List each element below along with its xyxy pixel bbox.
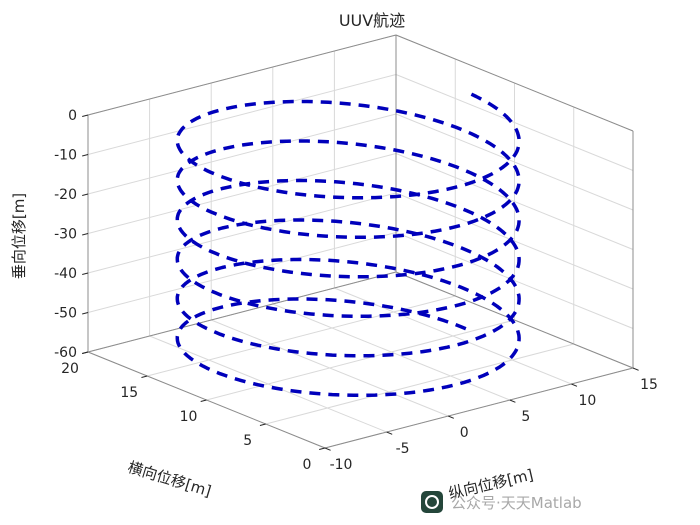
x-tick-mark (259, 423, 266, 426)
tick-label: 0 (303, 457, 312, 473)
x-tick-mark (319, 447, 326, 450)
grid-line (265, 343, 574, 425)
watermark-logo-icon (421, 491, 443, 513)
tick-label: -50 (54, 306, 77, 322)
tick-label: -10 (54, 148, 77, 164)
watermark-logo-glyph (425, 495, 439, 509)
grid-line (395, 113, 634, 211)
tick-label: 20 (61, 361, 79, 377)
grid-line (87, 192, 397, 274)
grid-line (87, 153, 397, 234)
y-tick-mark (571, 383, 578, 387)
grid-line (87, 74, 397, 155)
tick-label: 10 (578, 393, 596, 409)
y-tick-mark (509, 399, 516, 403)
tick-label: -10 (330, 457, 353, 473)
z-tick-mark (82, 114, 89, 117)
box-edge (87, 34, 397, 116)
y-tick-mark (448, 415, 454, 419)
uuv-trajectory-path (175, 92, 521, 398)
box-edge (395, 34, 634, 132)
z-tick-mark (82, 272, 89, 275)
x-tick-mark (141, 375, 148, 378)
z-tick-mark (82, 154, 89, 157)
y-tick-mark (386, 431, 393, 435)
box-edge (395, 271, 634, 369)
tick-label: 0 (68, 108, 77, 124)
tick-label: -60 (54, 345, 77, 361)
z-tick-mark (82, 233, 89, 236)
tick-label: -40 (54, 266, 77, 282)
grid-line (87, 113, 397, 195)
grid-line (272, 303, 510, 401)
grid-line (206, 319, 515, 401)
y-axis-line (324, 367, 634, 449)
tick-label: 15 (120, 385, 138, 401)
grid-line (147, 295, 456, 377)
x-axis-label: 横向位移[m] (126, 458, 214, 500)
watermark-text: 公众号·天天Matlab (451, 494, 582, 512)
grid-line (395, 192, 634, 290)
tick-label: -30 (54, 227, 77, 243)
grid-line (211, 319, 449, 417)
tick-label: 10 (180, 409, 198, 425)
z-tick-mark (82, 193, 89, 196)
box-edge (87, 271, 397, 353)
tick-label: -20 (54, 187, 77, 203)
grid-line (149, 335, 387, 433)
grid-line (395, 232, 634, 329)
chart-title: UUV航迹 (339, 11, 405, 30)
grid-line (87, 232, 397, 313)
y-tick-mark (324, 447, 331, 451)
tick-label: 0 (460, 425, 469, 441)
tick-label: 5 (243, 433, 252, 449)
z-tick-mark (82, 312, 89, 315)
tick-label: 5 (521, 409, 530, 425)
tick-label: 15 (640, 377, 658, 393)
grid-line (395, 153, 634, 250)
watermark: 公众号·天天Matlab (421, 491, 582, 513)
tick-label: -5 (396, 441, 410, 457)
z-tick-mark (82, 351, 89, 354)
grid-line (395, 74, 634, 171)
x-tick-mark (200, 399, 207, 402)
z-axis-label: 垂向位移[m] (10, 193, 28, 279)
y-tick-mark (632, 367, 639, 371)
